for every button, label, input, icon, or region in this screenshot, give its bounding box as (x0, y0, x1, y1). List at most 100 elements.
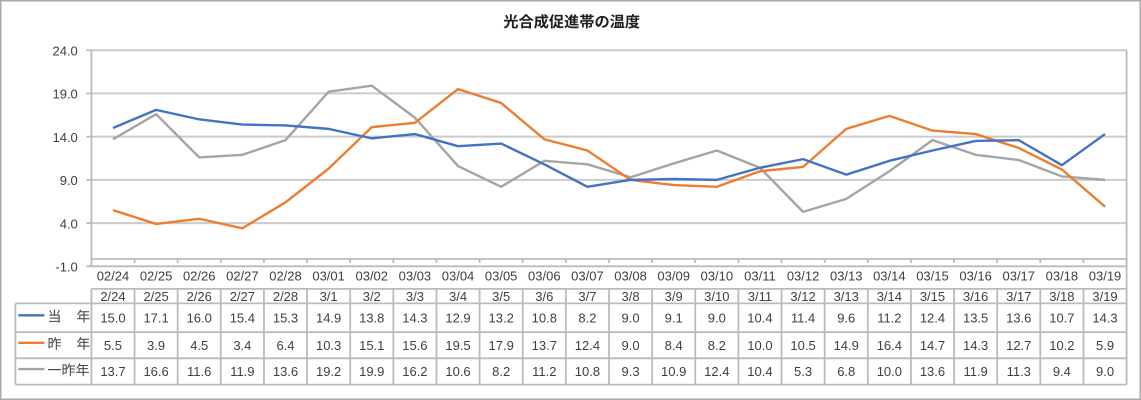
svg-text:24.0: 24.0 (52, 43, 77, 58)
svg-text:15.1: 15.1 (359, 338, 384, 353)
svg-text:10.2: 10.2 (1049, 338, 1074, 353)
svg-text:14.3: 14.3 (1092, 310, 1117, 325)
svg-text:3/15: 3/15 (920, 289, 945, 304)
svg-text:10.8: 10.8 (532, 310, 557, 325)
svg-text:19.2: 19.2 (316, 364, 341, 379)
svg-text:03/02: 03/02 (355, 269, 388, 284)
svg-text:3/2: 3/2 (363, 289, 381, 304)
svg-text:14.9: 14.9 (316, 310, 341, 325)
svg-text:13.8: 13.8 (359, 310, 384, 325)
svg-text:3/8: 3/8 (622, 289, 640, 304)
svg-text:16.6: 16.6 (143, 364, 168, 379)
svg-text:15.6: 15.6 (402, 338, 427, 353)
svg-text:9.4: 9.4 (1053, 364, 1071, 379)
svg-text:03/11: 03/11 (744, 269, 776, 284)
svg-text:03/01: 03/01 (312, 269, 345, 284)
svg-text:9.3: 9.3 (622, 364, 640, 379)
svg-text:10.3: 10.3 (316, 338, 341, 353)
svg-text:10.7: 10.7 (1049, 310, 1074, 325)
svg-text:03/03: 03/03 (399, 269, 432, 284)
svg-text:12.7: 12.7 (1006, 338, 1031, 353)
svg-text:19.5: 19.5 (445, 338, 470, 353)
svg-text:9.0: 9.0 (60, 173, 78, 188)
svg-text:03/09: 03/09 (657, 269, 690, 284)
svg-text:9.0: 9.0 (622, 310, 640, 325)
svg-text:10.8: 10.8 (575, 364, 600, 379)
svg-text:5.3: 5.3 (794, 364, 812, 379)
svg-text:14.0: 14.0 (52, 130, 77, 145)
svg-text:2/28: 2/28 (273, 289, 298, 304)
svg-text:3/9: 3/9 (665, 289, 683, 304)
svg-text:19.9: 19.9 (359, 364, 384, 379)
svg-text:12.4: 12.4 (575, 338, 600, 353)
svg-text:9.0: 9.0 (622, 338, 640, 353)
svg-text:3/5: 3/5 (492, 289, 510, 304)
svg-text:3/6: 3/6 (535, 289, 553, 304)
svg-text:3.9: 3.9 (147, 338, 165, 353)
svg-text:3/7: 3/7 (578, 289, 596, 304)
svg-text:16.4: 16.4 (877, 338, 902, 353)
svg-text:03/15: 03/15 (916, 269, 949, 284)
svg-text:3/18: 3/18 (1049, 289, 1074, 304)
svg-text:3/17: 3/17 (1006, 289, 1031, 304)
svg-text:03/13: 03/13 (830, 269, 863, 284)
svg-text:02/28: 02/28 (269, 269, 302, 284)
svg-text:12.9: 12.9 (445, 310, 470, 325)
svg-text:16.2: 16.2 (402, 364, 427, 379)
svg-text:02/24: 02/24 (97, 269, 130, 284)
svg-text:9.0: 9.0 (1096, 364, 1114, 379)
svg-text:10.0: 10.0 (877, 364, 902, 379)
svg-text:11.9: 11.9 (230, 364, 254, 379)
svg-text:3/16: 3/16 (963, 289, 988, 304)
svg-text:10.6: 10.6 (445, 364, 470, 379)
svg-text:13.6: 13.6 (273, 364, 298, 379)
svg-text:03/17: 03/17 (1002, 269, 1035, 284)
svg-text:02/27: 02/27 (226, 269, 259, 284)
svg-text:3/3: 3/3 (406, 289, 424, 304)
svg-text:6.4: 6.4 (276, 338, 294, 353)
svg-text:3/4: 3/4 (449, 289, 467, 304)
svg-text:5.5: 5.5 (104, 338, 122, 353)
svg-text:13.6: 13.6 (1006, 310, 1031, 325)
svg-text:6.8: 6.8 (837, 364, 855, 379)
svg-text:3/12: 3/12 (790, 289, 815, 304)
svg-text:3.4: 3.4 (233, 338, 251, 353)
svg-text:17.1: 17.1 (143, 310, 168, 325)
svg-text:10.5: 10.5 (790, 338, 815, 353)
svg-text:03/05: 03/05 (485, 269, 518, 284)
svg-text:5.9: 5.9 (1096, 338, 1114, 353)
svg-text:19.0: 19.0 (52, 87, 77, 102)
svg-text:14.3: 14.3 (963, 338, 988, 353)
svg-text:13.7: 13.7 (532, 338, 557, 353)
svg-text:10.9: 10.9 (661, 364, 686, 379)
svg-text:11.9: 11.9 (963, 364, 987, 379)
svg-text:2/26: 2/26 (187, 289, 212, 304)
svg-text:2/25: 2/25 (143, 289, 168, 304)
svg-text:8.4: 8.4 (665, 338, 683, 353)
svg-text:8.2: 8.2 (492, 364, 510, 379)
svg-text:13.6: 13.6 (920, 364, 945, 379)
svg-text:03/04: 03/04 (442, 269, 475, 284)
svg-text:14.7: 14.7 (920, 338, 945, 353)
svg-text:9.1: 9.1 (665, 310, 683, 325)
svg-text:11.2: 11.2 (877, 310, 901, 325)
svg-text:13.2: 13.2 (489, 310, 514, 325)
svg-text:11.2: 11.2 (532, 364, 556, 379)
svg-text:9.0: 9.0 (708, 310, 726, 325)
svg-text:4.0: 4.0 (60, 216, 78, 231)
svg-text:11.3: 11.3 (1007, 364, 1031, 379)
svg-text:11.6: 11.6 (187, 364, 211, 379)
svg-text:13.5: 13.5 (963, 310, 988, 325)
svg-text:03/08: 03/08 (614, 269, 647, 284)
svg-text:14.3: 14.3 (402, 310, 427, 325)
svg-text:15.4: 15.4 (230, 310, 255, 325)
svg-text:2/27: 2/27 (230, 289, 255, 304)
svg-text:8.2: 8.2 (578, 310, 596, 325)
svg-text:03/14: 03/14 (873, 269, 906, 284)
svg-text:03/12: 03/12 (787, 269, 820, 284)
svg-text:11.4: 11.4 (791, 310, 815, 325)
svg-text:8.2: 8.2 (708, 338, 726, 353)
svg-text:4.5: 4.5 (190, 338, 208, 353)
svg-text:02/26: 02/26 (183, 269, 216, 284)
svg-text:-1.0: -1.0 (55, 260, 77, 275)
